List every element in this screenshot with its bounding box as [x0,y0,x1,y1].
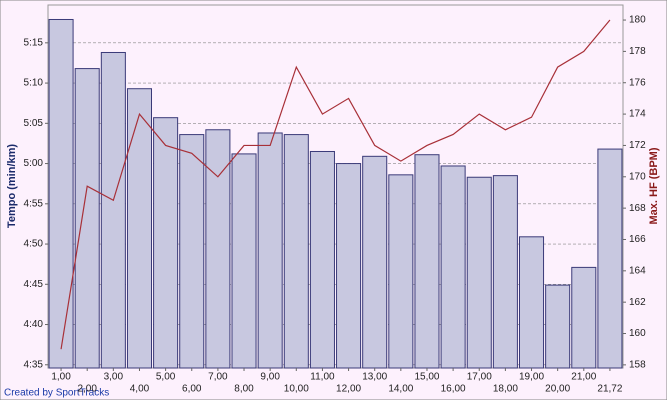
x-tick-label: 19,00 [519,372,544,383]
y2-tick-label: 170 [629,171,646,182]
bar [597,148,623,369]
y2-tick-label: 176 [629,77,646,88]
x-tick-label: 9,00 [260,372,280,383]
y2-tick-label: 178 [629,46,646,57]
x-tick-label: 21,72 [597,384,622,395]
x-tick-label: 15,00 [414,372,439,383]
y-tick-label: 4:50 [24,239,44,250]
bar [283,134,309,369]
bar [519,236,545,369]
x-tick-label: 8,00 [234,384,254,395]
bar [309,150,335,369]
bar [100,51,126,369]
x-tick-label: 18,00 [493,384,518,395]
bar [48,18,74,369]
x-tick-label: 16,00 [441,384,466,395]
x-tick-label: 2,00 [77,384,97,395]
bar [74,68,100,369]
y-tick-label: 5:15 [24,37,44,48]
x-tick-label: 13,00 [362,372,387,383]
y-tick-label: 4:35 [24,359,44,370]
credit: Created by SportTracks [4,388,109,399]
bar [571,266,597,369]
y2-tick-label: 158 [629,360,646,371]
y-tick-label: 5:05 [24,118,44,129]
y-tick-label: 4:55 [24,198,44,209]
bar [179,134,205,369]
bar [257,132,283,369]
y2-tick-label: 168 [629,203,646,214]
x-tick-label: 20,00 [545,384,570,395]
bar [231,153,257,369]
y2-tick-label: 172 [629,140,646,151]
y2-tick-label: 180 [629,15,646,26]
bar [440,165,466,369]
y-tick-label: 4:40 [24,319,44,330]
x-tick-label: 5,00 [156,372,176,383]
x-tick-label: 10,00 [284,384,309,395]
bar [362,155,388,369]
x-tick-label: 14,00 [388,384,413,395]
bar [414,154,440,369]
x-tick-label: 7,00 [208,372,228,383]
bar [492,175,518,369]
y2-tick-label: 160 [629,328,646,339]
bar [545,284,571,369]
y-tick-label: 5:10 [24,78,44,89]
bar [388,174,414,369]
bar [205,129,231,369]
x-tick-label: 21,00 [571,372,596,383]
y2-tick-label: 162 [629,297,646,308]
y2-tick-label: 174 [629,109,646,120]
y-tick-label: 5:00 [24,158,44,169]
x-tick-label: 11,00 [310,372,335,383]
bar [153,117,179,369]
x-tick-label: 17,00 [467,372,492,383]
y2-tick-label: 166 [629,234,646,245]
x-tick-label: 1,00 [51,372,71,383]
y2-axis-title: Max. HF (BPM) [648,147,660,224]
bar [466,176,492,369]
x-tick-label: 3,00 [104,372,124,383]
x-tick-label: 6,00 [182,384,202,395]
x-tick-label: 4,00 [130,384,150,395]
y2-tick-label: 164 [629,265,646,276]
line [60,19,611,350]
bar [126,88,152,369]
bar [336,163,362,369]
y-tick-label: 4:45 [24,279,44,290]
y-axis-title: Tempo (min/km) [6,144,18,228]
x-tick-label: 12,00 [336,384,361,395]
